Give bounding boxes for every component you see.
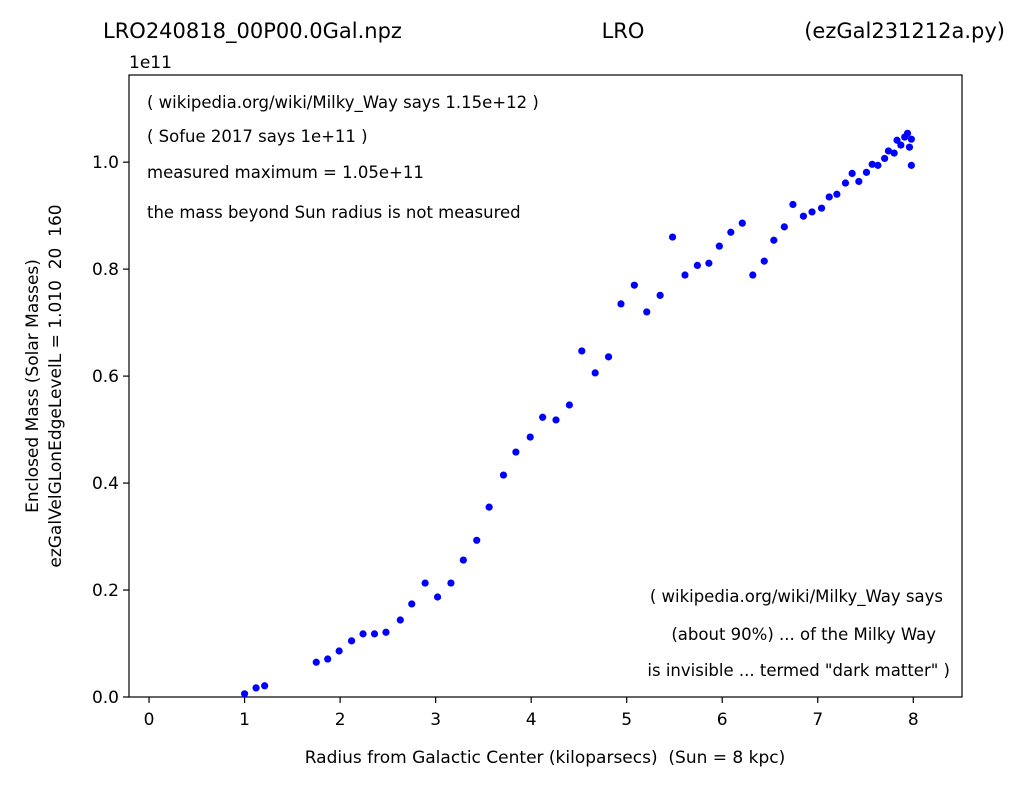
data-point: [591, 369, 599, 377]
data-point: [780, 223, 788, 231]
data-point: [705, 259, 713, 267]
x-tick-label: 7: [812, 710, 823, 730]
y-tick-label: 0.0: [92, 688, 119, 708]
data-point: [668, 233, 677, 241]
data-point: [312, 658, 320, 666]
data-point: [473, 536, 481, 544]
data-point: [604, 353, 613, 361]
data-point: [890, 149, 898, 157]
x-axis-label: Radius from Galactic Center (kiloparsecs…: [305, 748, 786, 768]
data-point: [382, 628, 390, 636]
x-tick-label: 0: [144, 710, 155, 730]
data-point: [347, 637, 356, 645]
data-point: [848, 169, 856, 178]
y-axis-label: Enclosed Mass (Solar Masses): [23, 259, 43, 513]
annotation: the mass beyond Sun radius is not measur…: [147, 203, 521, 222]
data-point: [565, 401, 573, 409]
data-point: [630, 281, 638, 289]
data-point: [749, 271, 757, 279]
annotation: measured maximum = 1.05e+11: [147, 163, 424, 182]
data-point: [693, 261, 701, 269]
data-point: [907, 135, 915, 143]
title-name: LRO: [602, 19, 645, 43]
data-point: [526, 433, 534, 441]
data-point: [617, 300, 625, 308]
y-axis-label: ezGalVelGLonEdgeLevelL = 1.010 20 160: [46, 204, 66, 567]
data-point: [884, 147, 893, 155]
data-point: [370, 630, 379, 638]
data-point: [727, 228, 735, 236]
data-point: [738, 219, 746, 227]
title-file: LRO240818_00P00.0Gal.npz: [103, 19, 402, 44]
annotation: ( wikipedia.org/wiki/Milky_Way says: [650, 587, 943, 607]
data-point: [903, 129, 912, 137]
data-point: [893, 136, 901, 144]
data-point: [715, 242, 723, 250]
data-point: [552, 416, 560, 424]
plot-frame: [128, 74, 963, 698]
data-point: [874, 161, 882, 169]
x-tick-label: 3: [430, 710, 441, 730]
data-point: [808, 208, 816, 216]
data-point: [855, 177, 863, 186]
y-offset-label: 1e11: [129, 53, 172, 73]
annotation: is invisible ... termed "dark matter" ): [647, 661, 950, 680]
data-point: [681, 271, 689, 279]
data-point: [799, 212, 808, 220]
data-point: [539, 413, 547, 421]
data-point: [881, 154, 889, 163]
data-point: [841, 179, 850, 187]
data-point: [905, 143, 914, 151]
data-point: [408, 600, 416, 608]
data-point: [656, 291, 664, 299]
x-tick-label: 2: [335, 710, 346, 730]
data-point: [396, 616, 404, 624]
data-point: [897, 141, 905, 149]
data-point: [499, 471, 508, 479]
data-point: [770, 236, 778, 244]
y-tick-label: 0.4: [92, 474, 119, 494]
y-tick-label: 1.0: [92, 153, 119, 173]
data-point: [335, 647, 343, 655]
annotation: ( wikipedia.org/wiki/Milky_Way says 1.15…: [147, 93, 539, 113]
data-point: [578, 347, 586, 355]
data-point: [512, 448, 520, 456]
data-point: [324, 655, 332, 663]
x-tick-label: 6: [717, 710, 728, 730]
data-point: [459, 556, 467, 564]
data-point: [240, 690, 249, 698]
x-tick-label: 1: [239, 710, 250, 730]
x-tick-label: 8: [908, 710, 919, 730]
annotation: ( Sofue 2017 says 1e+11 ): [147, 127, 368, 146]
y-tick-label: 0.8: [92, 260, 119, 280]
data-point: [643, 308, 651, 316]
data-point: [760, 257, 768, 265]
data-point: [433, 593, 442, 601]
y-tick-label: 0.6: [92, 367, 119, 387]
data-point: [447, 579, 455, 587]
data-point: [421, 579, 429, 587]
data-point: [359, 630, 367, 638]
y-tick-label: 0.2: [92, 581, 119, 601]
annotation: (about 90%) ... of the Milky Way: [671, 625, 936, 644]
data-point: [485, 503, 493, 511]
data-point: [817, 204, 826, 212]
data-point: [862, 168, 871, 176]
data-point: [868, 160, 876, 168]
data-point: [789, 200, 797, 209]
data-point: [825, 193, 833, 201]
data-point: [833, 190, 841, 198]
data-point: [907, 161, 915, 169]
x-tick-label: 5: [621, 710, 632, 730]
data-point: [252, 684, 260, 692]
x-tick-label: 4: [526, 710, 537, 730]
data-point: [261, 682, 269, 690]
title-script: (ezGal231212a.py): [804, 19, 1005, 43]
